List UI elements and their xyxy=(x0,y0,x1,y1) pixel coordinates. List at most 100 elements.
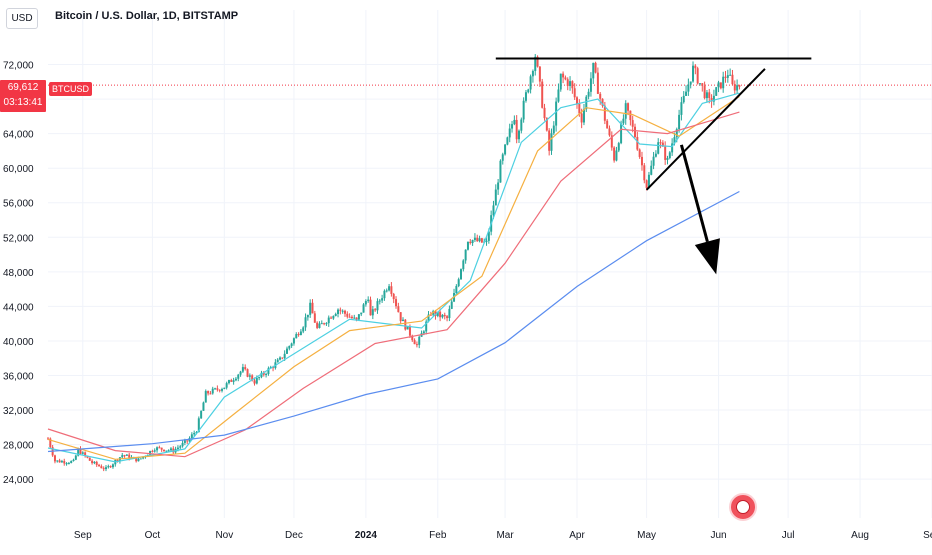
candle-body xyxy=(158,447,161,449)
candle-body xyxy=(251,375,254,381)
candle-body xyxy=(367,299,370,302)
candle-body xyxy=(309,302,312,315)
candle-body xyxy=(571,81,574,89)
candle-body xyxy=(654,153,657,157)
candle-body xyxy=(592,62,595,79)
candle-body xyxy=(434,311,437,316)
candle-body xyxy=(485,240,488,242)
candle-body xyxy=(214,388,217,390)
x-tick-label: Jun xyxy=(710,530,726,541)
candle-body xyxy=(390,286,393,294)
candle-body xyxy=(123,455,126,457)
candle-body xyxy=(65,463,68,465)
candle-body xyxy=(290,343,293,347)
candle-body xyxy=(724,76,727,78)
candle-body xyxy=(362,304,365,313)
y-tick-label: 56,000 xyxy=(3,199,34,210)
candle-body xyxy=(504,144,507,155)
y-tick-label: 48,000 xyxy=(3,268,34,279)
candle-body xyxy=(160,447,163,450)
candle-body xyxy=(506,137,509,145)
candle-body xyxy=(703,85,706,99)
candle-body xyxy=(299,331,302,336)
candle-body xyxy=(378,300,381,302)
candle-body xyxy=(313,313,316,323)
candle-body xyxy=(223,387,226,390)
candle-body xyxy=(258,377,261,379)
candle-body xyxy=(415,344,418,346)
candle-body xyxy=(606,120,609,129)
candle-body xyxy=(292,338,295,344)
candle-body xyxy=(209,393,212,395)
candle-body xyxy=(545,118,548,131)
candle-body xyxy=(176,447,179,450)
candle-body xyxy=(330,317,333,319)
x-tick-label: Sep xyxy=(923,530,932,541)
candle-body xyxy=(476,237,479,242)
candle-body xyxy=(569,81,572,86)
candle-body xyxy=(325,323,328,325)
candle-body xyxy=(650,165,653,175)
candle-body xyxy=(446,316,449,319)
candle-body xyxy=(102,468,105,470)
candle-body xyxy=(121,455,124,458)
y-tick-label: 32,000 xyxy=(3,406,34,417)
candle-body xyxy=(471,240,474,244)
candle-body xyxy=(311,302,314,314)
ma-fast-line xyxy=(47,92,740,463)
candle-body xyxy=(200,410,203,419)
candle-body xyxy=(84,452,87,456)
candle-body xyxy=(487,231,490,241)
candle-body xyxy=(246,369,249,377)
candle-body xyxy=(248,375,251,377)
candle-body xyxy=(100,466,103,469)
x-tick-label: 2024 xyxy=(355,530,378,541)
candle-body xyxy=(353,317,356,319)
candle-body xyxy=(589,78,592,92)
candle-body xyxy=(599,93,602,99)
candle-body xyxy=(715,87,718,96)
candle-body xyxy=(58,460,61,463)
candle-body xyxy=(207,391,210,394)
candle-body xyxy=(399,312,402,322)
candle-body xyxy=(738,85,741,87)
candle-body xyxy=(425,321,428,332)
candle-body xyxy=(685,91,688,96)
candle-body xyxy=(473,237,476,241)
candle-body xyxy=(63,461,66,464)
candle-body xyxy=(645,180,648,188)
candle-body xyxy=(429,314,432,316)
candle-body xyxy=(81,452,84,454)
candle-body xyxy=(237,374,240,379)
candle-body xyxy=(190,434,193,439)
x-tick-label: Nov xyxy=(215,530,233,541)
candle-body xyxy=(181,442,184,447)
candle-body xyxy=(343,310,346,314)
candle-body xyxy=(631,120,634,127)
candle-body xyxy=(165,450,168,452)
candle-body xyxy=(406,326,409,330)
currency-selector[interactable]: USD xyxy=(6,8,38,29)
candle-body xyxy=(260,372,263,378)
candle-body xyxy=(56,460,59,462)
candle-body xyxy=(585,96,588,110)
candle-body xyxy=(49,438,52,448)
candle-body xyxy=(603,105,606,121)
candle-body xyxy=(708,92,711,98)
candle-body xyxy=(689,81,692,85)
candle-body xyxy=(580,113,583,123)
candle-body xyxy=(105,467,108,470)
candle-body xyxy=(557,89,560,102)
candle-body xyxy=(629,110,632,121)
candle-body xyxy=(234,378,237,381)
candle-body xyxy=(221,389,224,391)
candle-body xyxy=(439,311,442,318)
candle-body xyxy=(534,56,537,72)
candle-body xyxy=(733,84,736,91)
candle-body xyxy=(464,249,467,261)
candle-body xyxy=(736,85,739,91)
candle-body xyxy=(295,334,298,339)
candle-body xyxy=(374,309,377,311)
